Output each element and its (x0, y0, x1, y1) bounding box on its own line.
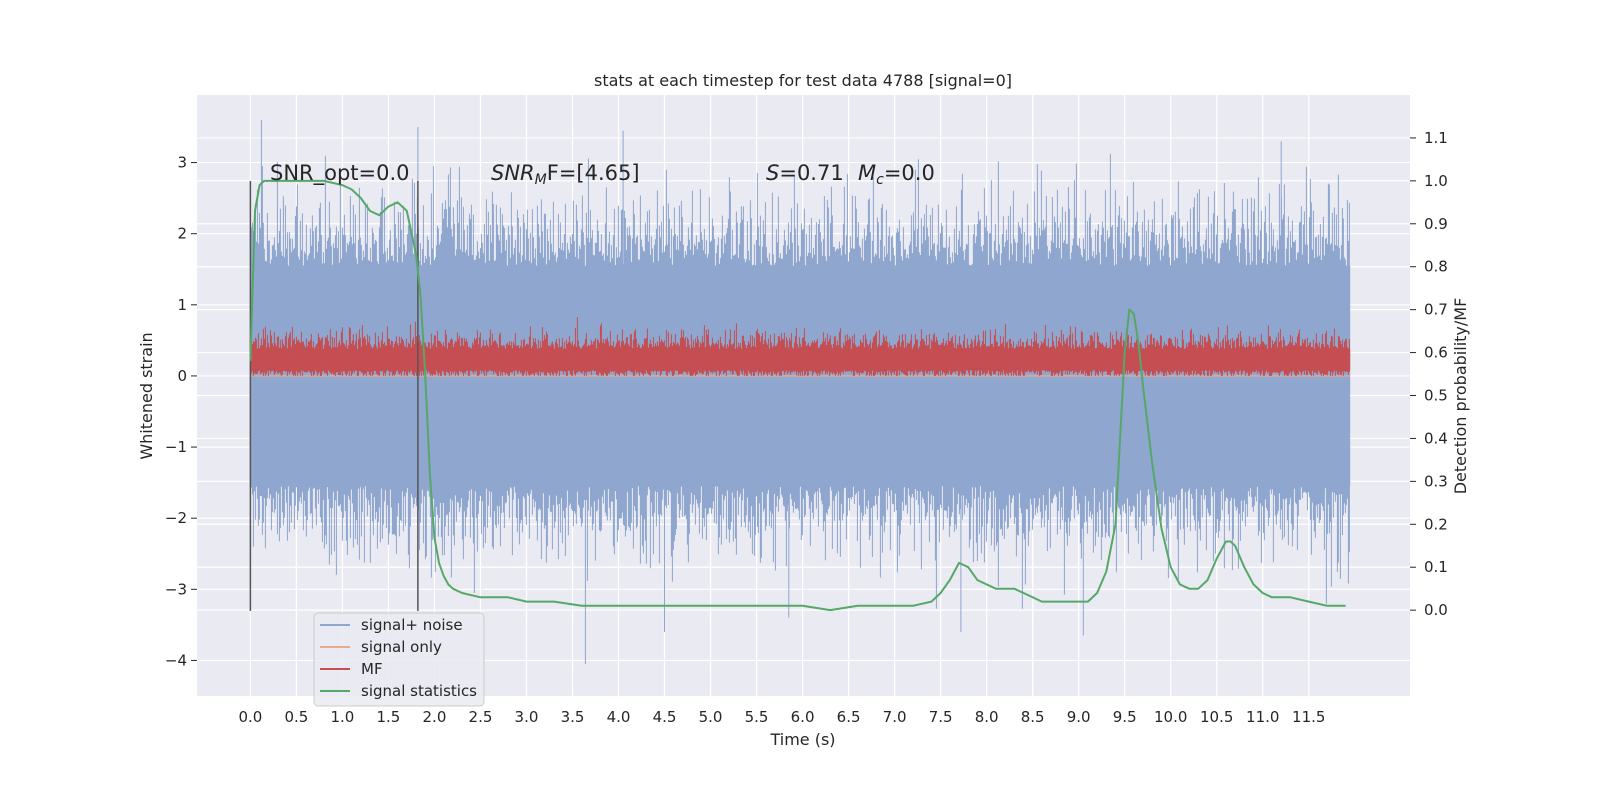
y-tick-label-5: −2 (165, 509, 187, 527)
y2-tick-label-6: 0.5 (1424, 387, 1448, 405)
legend-label-signal-only: signal only (361, 638, 442, 656)
y2-tick-label-3: 0.8 (1424, 258, 1448, 276)
legend-item-mf: MF (320, 660, 383, 678)
x-tick-label-5: 2.5 (469, 708, 493, 726)
annotation-s-tail: =0.71 (779, 161, 843, 185)
x-axis-label: Time (s) (769, 730, 835, 749)
x-tick-label-0: 0.0 (238, 708, 262, 726)
legend-label-signal-noise: signal+ noise (361, 616, 463, 634)
y2-tick-label-8: 0.3 (1424, 472, 1448, 490)
annotation-mc-sub: c (876, 172, 884, 188)
annotation-s: S=0.71 (766, 161, 844, 185)
annotation-mc-lead: M (858, 161, 876, 185)
series-mf (249, 317, 1351, 376)
x-tick-label-20: 10.0 (1154, 708, 1187, 726)
x-tick-label-4: 2.0 (423, 708, 447, 726)
x-tick-label-15: 7.5 (929, 708, 953, 726)
x-tick-label-10: 5.0 (699, 708, 723, 726)
legend-item-signal-noise: signal+ noise (320, 616, 463, 634)
legend-label-signal-statistics: signal statistics (361, 682, 477, 700)
y2-tick-label-4: 0.7 (1424, 301, 1448, 319)
y2-tick-label-2: 0.9 (1424, 215, 1448, 233)
x-tick-label-9: 4.5 (653, 708, 677, 726)
y2-tick-label-7: 0.4 (1424, 429, 1448, 447)
legend-box (313, 612, 485, 707)
annotations: SNR_opt=0.0 SNRMF=[4.65] S=0.71 Mc=0.0 (270, 161, 935, 188)
x-tick-label-19: 9.5 (1113, 708, 1137, 726)
x-axis-ticks: 0.0 0.5 1.0 1.5 2.0 2.5 3.0 3.5 4.0 4.5 5.0 5.5 6.0 6… (238, 708, 1325, 726)
legend-item-signal-only: signal only (320, 638, 442, 656)
legend-item-signal-statistics: signal statistics (320, 682, 477, 700)
x-tick-label-18: 9.0 (1067, 708, 1091, 726)
y-tick-label-4: −1 (165, 438, 187, 456)
x-tick-label-12: 6.0 (791, 708, 815, 726)
legend-label-mf: MF (361, 660, 383, 678)
annotation-snr-mf: SNRMF=[4.65] (491, 161, 640, 188)
x-tick-label-1: 0.5 (284, 708, 308, 726)
x-tick-label-11: 5.5 (745, 708, 769, 726)
y2-tick-label-1: 1.0 (1424, 172, 1448, 190)
x-tick-label-6: 3.0 (515, 708, 539, 726)
annotation-snr-mf-tail: F=[4.65] (547, 161, 640, 185)
x-tick-label-13: 6.5 (837, 708, 861, 726)
y-tick-label-6: −3 (165, 580, 187, 598)
y2-tick-label-0: 1.1 (1424, 129, 1448, 147)
y-axis-label: Whitened strain (137, 332, 156, 459)
x-tick-label-2: 1.0 (330, 708, 354, 726)
annotation-s-lead: S (766, 161, 779, 185)
x-tick-label-16: 8.0 (975, 708, 999, 726)
plot-content (249, 119, 1351, 664)
x-tick-label-8: 4.0 (607, 708, 631, 726)
y2-axis-ticks: 1.1 1.0 0.9 0.8 0.7 0.6 0.5 0.4 0.3 0.2 0.1 0.0 (1410, 129, 1448, 619)
signal-statistics-line (249, 179, 1346, 612)
y-tick-label-7: −4 (165, 651, 187, 669)
x-tick-label-23: 11.5 (1292, 708, 1325, 726)
x-tick-label-22: 11.0 (1246, 708, 1279, 726)
x-tick-label-3: 1.5 (376, 708, 400, 726)
annotation-mc: Mc=0.0 (858, 161, 935, 188)
x-tick-label-7: 3.5 (561, 708, 585, 726)
y-tick-label-3: 0 (177, 367, 187, 385)
vlines (249, 181, 419, 611)
y-tick-label-2: 1 (177, 296, 187, 314)
y-tick-label-1: 2 (177, 225, 187, 243)
series-signal-statistics (249, 179, 1346, 612)
x-tick-label-21: 10.5 (1200, 708, 1233, 726)
annotation-mc-tail: =0.0 (884, 161, 935, 185)
y-axis-ticks: 3 2 1 0 −1 −2 −3 −4 (165, 154, 197, 669)
annotation-snr-opt: SNR_opt=0.0 (270, 161, 410, 186)
y2-tick-label-9: 0.2 (1424, 515, 1448, 533)
y2-axis-label: Detection probability/MF (1451, 298, 1470, 495)
annotation-snr-mf-sub: M (535, 172, 547, 188)
x-tick-label-14: 7.0 (883, 708, 907, 726)
chart-title: stats at each timestep for test data 478… (594, 71, 1012, 90)
y2-tick-label-10: 0.1 (1424, 558, 1448, 576)
y2-tick-label-5: 0.6 (1424, 344, 1448, 362)
y-tick-label-0: 3 (177, 154, 187, 172)
legend: signal+ noise signal only MF signal stat… (313, 612, 485, 707)
annotation-snr-mf-lead: SNR (491, 161, 535, 185)
x-tick-label-17: 8.5 (1021, 708, 1045, 726)
y2-tick-label-11: 0.0 (1424, 601, 1448, 619)
